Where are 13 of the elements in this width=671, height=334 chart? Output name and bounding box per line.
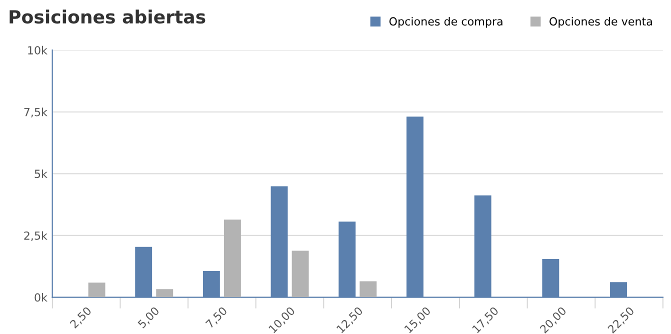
y-tick-label: 2,5k <box>24 231 48 241</box>
y-tick-label: 5k <box>34 169 48 178</box>
bar <box>156 289 174 298</box>
y-tick-label: 0k <box>34 293 48 302</box>
bar <box>360 281 377 298</box>
chart-title: Posiciones abiertas <box>10 10 206 24</box>
bar <box>88 282 106 298</box>
legend-label: Opciones de compra <box>389 16 502 28</box>
bar <box>292 250 309 298</box>
y-tick-label: 10k <box>28 46 48 54</box>
y-tick-label: 7,5k <box>24 108 48 118</box>
bar <box>224 220 241 298</box>
legend-label: Opciones de venta <box>550 16 652 28</box>
